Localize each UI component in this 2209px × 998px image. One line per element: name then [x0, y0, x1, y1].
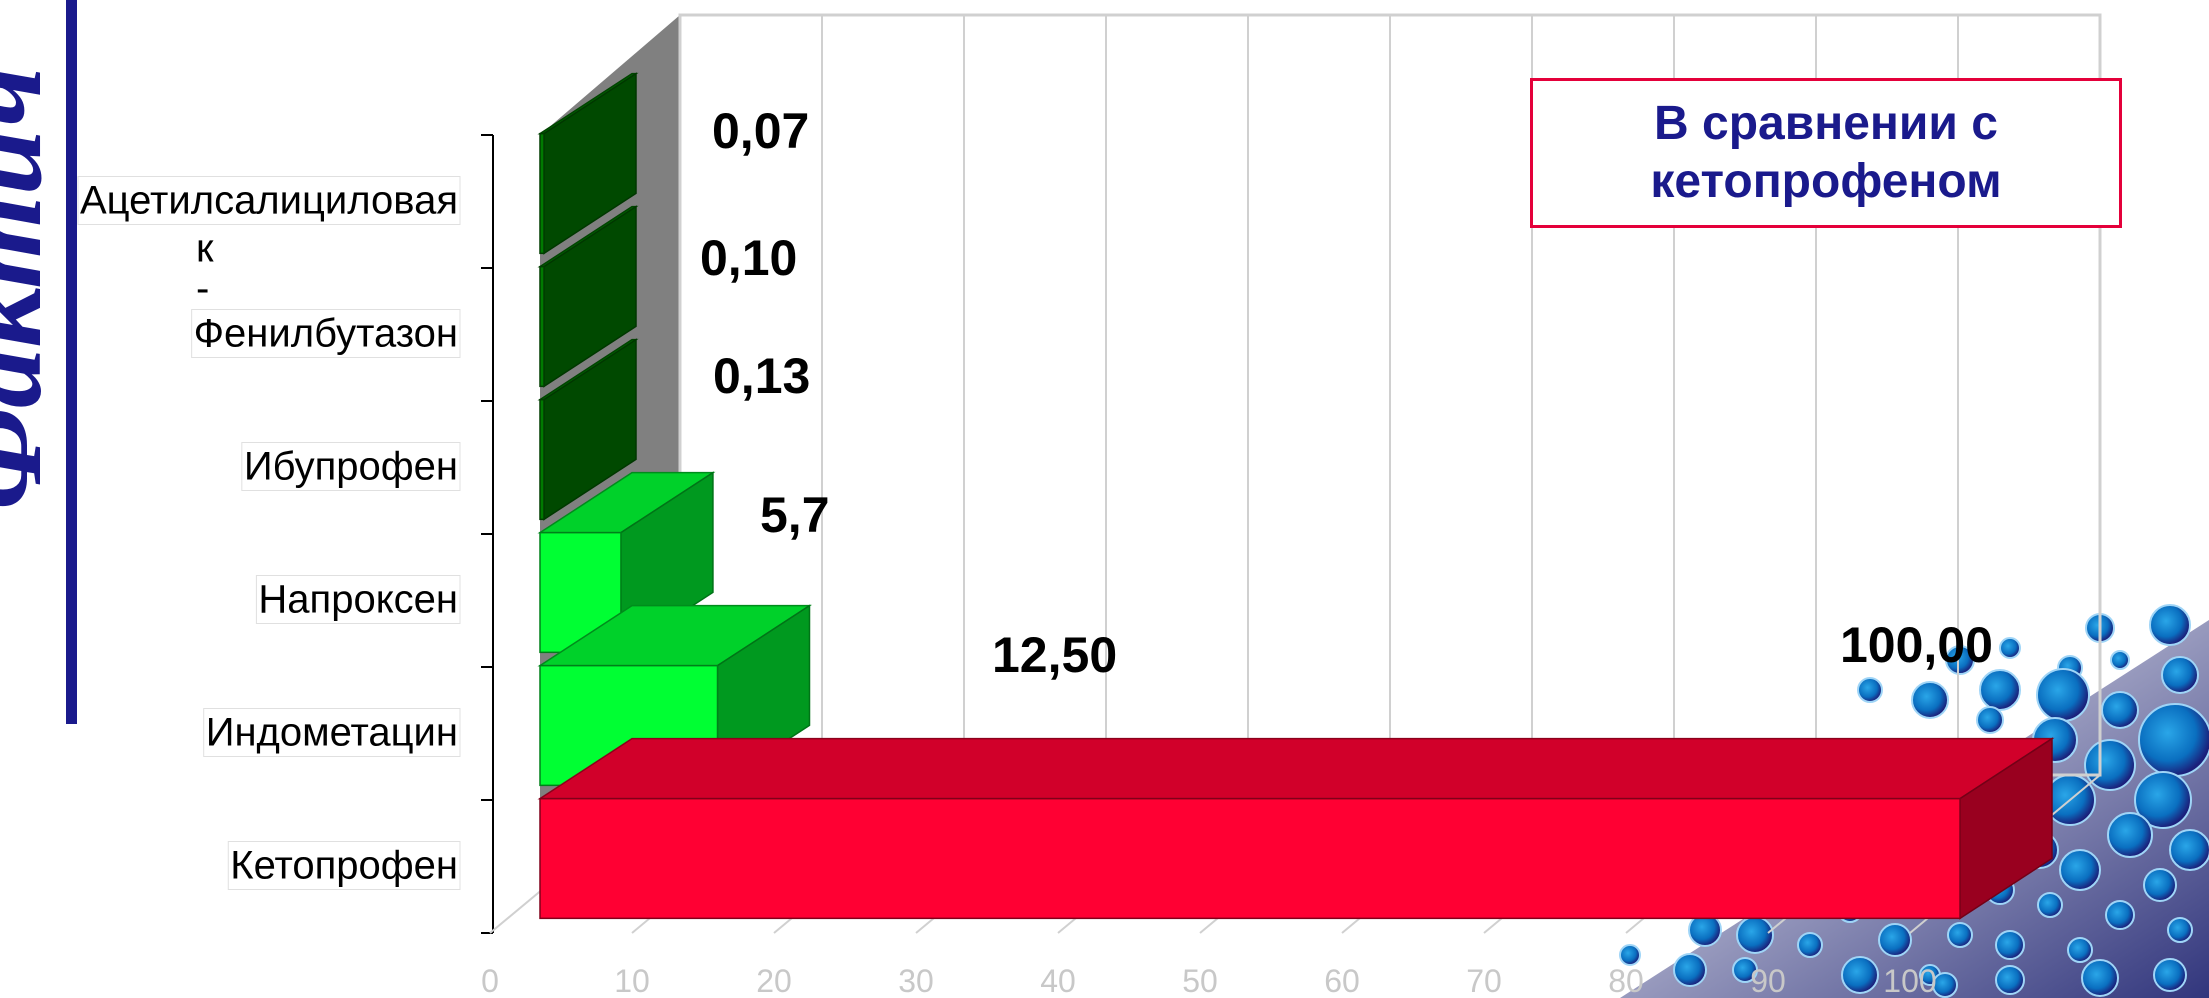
- decor-bubble-17: [2107, 812, 2153, 858]
- x-tick-label-5: 50: [1182, 963, 1218, 998]
- decor-bubble-44: [1841, 956, 1879, 994]
- bar-top-0: [537, 737, 2055, 800]
- category-label-bg-3: [241, 442, 461, 491]
- category-label-line-5-1: к: [196, 227, 214, 271]
- title-rule: [66, 0, 77, 724]
- decor-bubble-50: [1857, 677, 1883, 703]
- decor-bubble-10: [2138, 703, 2209, 777]
- decor-bubble-33: [1736, 916, 1774, 954]
- category-label-text-2: Напроксен: [258, 578, 458, 622]
- category-label-0: Кетопрофен: [227, 841, 461, 890]
- value-label-2: 5,7: [760, 487, 830, 543]
- value-label-4: 0,10: [700, 230, 797, 286]
- decor-bubble-14: [2134, 771, 2192, 829]
- decor-bubble-7: [2036, 668, 2090, 722]
- decor-bubble-38: [2067, 937, 2093, 963]
- x-tick-label-3: 30: [898, 963, 934, 998]
- decor-bubble-0: [2149, 604, 2191, 646]
- decor-bubble-21: [2059, 849, 2101, 891]
- category-label-bg-2: [255, 575, 461, 624]
- x-tick-labels: 0 10 20 30 40 50 60 70 80 90 100: [481, 963, 1937, 998]
- decor-bubble-18: [2169, 829, 2209, 871]
- value-label-3: 0,13: [713, 348, 810, 404]
- decor-bubble-9: [2101, 691, 2139, 729]
- decor-bubble-5: [2161, 656, 2199, 694]
- category-label-text-1: Индометацин: [206, 711, 458, 755]
- decor-bubble-51: [1911, 681, 1949, 719]
- category-label-text-4: Фенилбутазон: [194, 312, 458, 356]
- decor-bubble-34: [1797, 932, 1823, 958]
- x-tick-label-1: 10: [614, 963, 650, 998]
- bar-front-5: [539, 132, 545, 255]
- category-label-1: Индометацин: [203, 708, 461, 757]
- category-label-3: Ибупрофен: [241, 442, 461, 491]
- legend: В сравнении с кетопрофеном: [1530, 78, 2122, 228]
- decor-bubble-36: [1947, 922, 1973, 948]
- decor-bubble-6: [1979, 669, 2021, 711]
- decor-bubble-42: [1673, 953, 1707, 987]
- decor-bubble-46: [1995, 965, 2025, 995]
- value-label-1: 12,50: [992, 627, 1117, 683]
- bar-0: [537, 737, 2055, 920]
- bar-front-4: [539, 265, 545, 388]
- category-label-text-0: Кетопрофен: [230, 844, 458, 888]
- category-label-bg-1: [203, 708, 461, 757]
- decor-bubble-2: [1999, 637, 2021, 659]
- category-label-bg-5: [77, 176, 461, 225]
- bar-5: [537, 72, 639, 255]
- bar-front-3: [539, 398, 545, 521]
- x-tick-label-9: 90: [1750, 963, 1786, 998]
- bar-front-0: [539, 797, 1961, 920]
- decor-bubble-48: [2153, 958, 2187, 992]
- decor-bubble-37: [1995, 930, 2025, 960]
- decor-bubble-41: [1619, 944, 1641, 966]
- category-label-text-5: Ацетилсалициловая: [80, 179, 458, 223]
- category-label-2: Напроксен: [255, 575, 461, 624]
- decor-bubble-26: [2037, 892, 2063, 918]
- bar-4: [537, 205, 639, 388]
- category-label-text-3: Ибупрофен: [244, 445, 458, 489]
- category-label-bg-0: [227, 841, 461, 890]
- value-labels: 0,07 0,10 0,13 5,7 12,50 100,00: [700, 103, 1993, 683]
- x-tick-label-8: 80: [1608, 963, 1644, 998]
- bar-3: [537, 338, 639, 521]
- x-tick-label-10: 100: [1883, 963, 1936, 998]
- decor-bubble-31: [2167, 917, 2193, 943]
- x-tick-label-7: 70: [1466, 963, 1502, 998]
- x-tick-label-4: 40: [1040, 963, 1076, 998]
- decor-bubble-52: [1945, 645, 1975, 675]
- x-tick-label-0: 0: [481, 963, 499, 998]
- decor-bubble-8: [1976, 706, 2004, 734]
- decor-bubble-43: [1732, 957, 1758, 983]
- value-label-0: 100,00: [1840, 617, 1993, 673]
- x-tick-label-2: 20: [756, 963, 792, 998]
- decor-bubble-22: [2143, 868, 2177, 902]
- category-label-line-5-2: -: [196, 267, 209, 311]
- x-tick-label-6: 60: [1324, 963, 1360, 998]
- category-label-4: Фенилбутазон: [191, 309, 461, 358]
- legend-text: В сравнении с кетопрофеном: [1650, 97, 2002, 208]
- decor-bubble-4: [2110, 650, 2130, 670]
- decor-bubble-30: [2105, 900, 2135, 930]
- category-label-bg-4: [191, 309, 461, 358]
- decor-bubble-35: [1878, 923, 1912, 957]
- decor-bubble-49: [1932, 972, 1958, 998]
- decor-bubble-47: [2081, 959, 2119, 997]
- bars: [537, 72, 2055, 920]
- value-label-5: 0,07: [712, 103, 809, 159]
